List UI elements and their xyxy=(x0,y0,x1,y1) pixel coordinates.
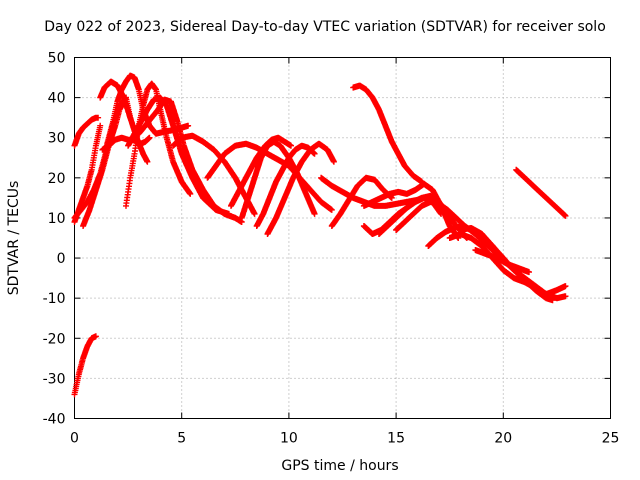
series-arc28 xyxy=(472,247,532,276)
x-tick-label: 20 xyxy=(494,431,512,447)
y-axis-label: SDTVAR / TECUs xyxy=(6,181,22,296)
chart-title: Day 022 of 2023, Sidereal Day-to-day VTE… xyxy=(44,19,606,35)
y-tick-label: -10 xyxy=(43,291,66,307)
series-points-arc20 xyxy=(350,82,425,185)
x-tick-label: 5 xyxy=(177,431,186,447)
series-points-arc29 xyxy=(513,166,569,219)
series-arc1 xyxy=(71,333,99,398)
x-tick-label: 10 xyxy=(280,431,298,447)
x-tick-label: 15 xyxy=(387,431,405,447)
series-points-arc17 xyxy=(253,142,318,229)
y-tick-label: -30 xyxy=(43,371,66,387)
series-points-arc2 xyxy=(71,114,102,149)
x-tick-label: 0 xyxy=(70,431,79,447)
y-tick-label: 20 xyxy=(48,171,66,187)
series-points-arc1 xyxy=(71,333,99,398)
series-points-arc11 xyxy=(135,96,245,225)
x-axis-label: GPS time / hours xyxy=(281,458,398,474)
y-tick-label: 30 xyxy=(48,131,66,147)
series-arc11 xyxy=(135,96,245,225)
series-arc29 xyxy=(513,166,569,219)
y-tick-label: 10 xyxy=(48,211,66,227)
series-arc19 xyxy=(318,174,421,209)
series-points-arc19 xyxy=(318,174,421,209)
y-tick-label: 40 xyxy=(48,91,66,107)
y-tick-label: -40 xyxy=(43,412,66,428)
series-arc17 xyxy=(253,142,318,229)
series-arc2 xyxy=(71,114,102,149)
series-arc15 xyxy=(228,134,294,209)
series-points-arc15 xyxy=(228,134,294,209)
axis-ticks: 0 5 10 15 20 25 -40 -30 -20 -10 0 10 20 30 40 50 xyxy=(43,51,620,447)
grid-lines xyxy=(74,57,611,419)
y-tick-label: 0 xyxy=(57,251,66,267)
data-marks xyxy=(71,72,569,398)
series-points-arc28 xyxy=(472,247,532,276)
plot-frame xyxy=(74,57,611,419)
series-arc20 xyxy=(350,82,425,185)
y-tick-label: 50 xyxy=(48,51,66,67)
x-tick-label: 25 xyxy=(602,431,620,447)
y-tick-label: -20 xyxy=(43,331,66,347)
